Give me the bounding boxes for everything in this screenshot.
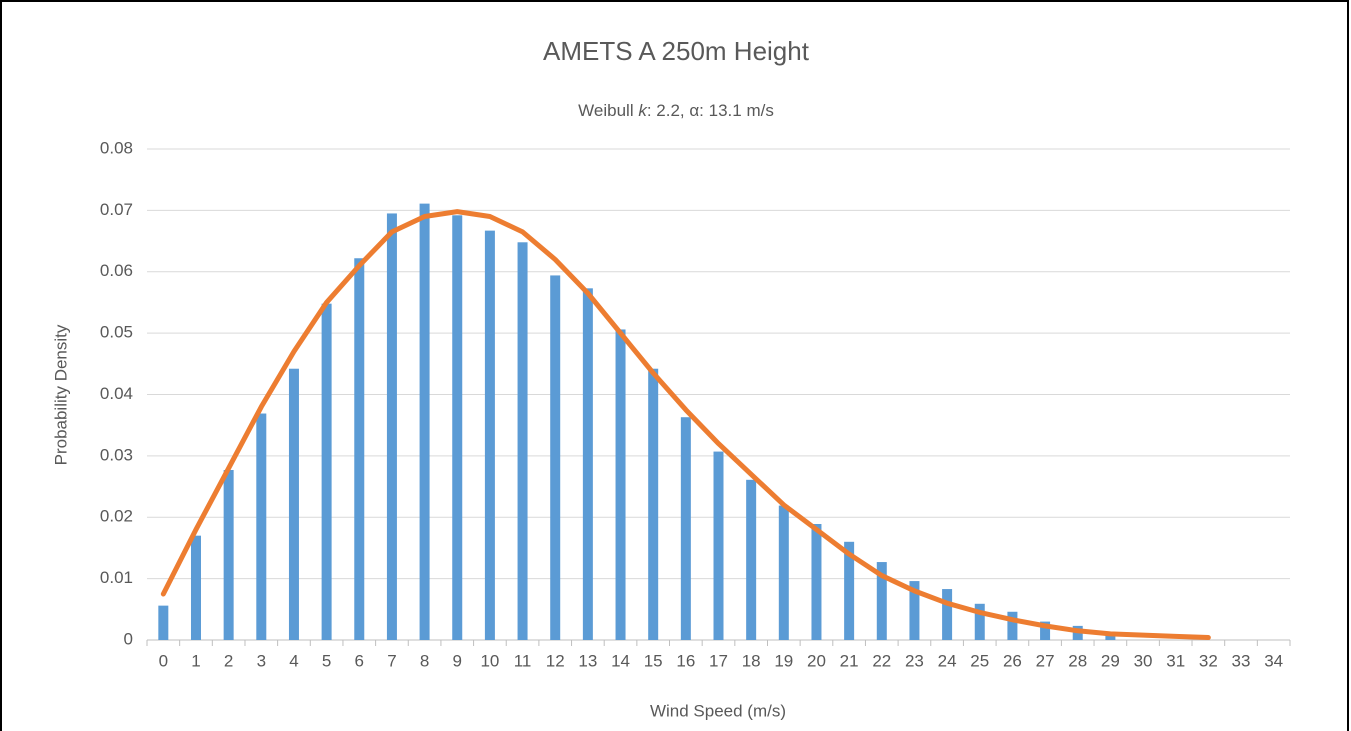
x-tick-label: 14 (611, 651, 630, 670)
bar (288, 368, 299, 640)
x-tick-label: 21 (840, 651, 859, 670)
bar (158, 605, 169, 640)
x-tick-label: 4 (289, 651, 298, 670)
chart-title: AMETS A 250m Height (543, 36, 810, 66)
subtitle-part: Weibull (578, 101, 638, 120)
bar (517, 242, 528, 641)
x-tick-label: 32 (1199, 651, 1218, 670)
bar (844, 541, 855, 640)
bar (876, 562, 887, 640)
bar (778, 505, 789, 640)
bar (550, 275, 561, 640)
x-tick-label: 15 (644, 651, 663, 670)
bar (190, 535, 201, 640)
bar (1040, 621, 1051, 640)
y-tick-label: 0 (124, 629, 133, 648)
bar (484, 230, 495, 640)
x-tick-label: 5 (322, 651, 331, 670)
x-tick-label: 24 (938, 651, 957, 670)
x-tick-label: 20 (807, 651, 826, 670)
bar (256, 413, 267, 640)
bar (1105, 633, 1116, 640)
bar (680, 417, 691, 640)
bar (321, 303, 332, 640)
x-tick-label: 34 (1264, 651, 1283, 670)
x-tick-label: 1 (191, 651, 200, 670)
x-tick-label: 22 (872, 651, 891, 670)
y-tick-label: 0.04 (100, 384, 133, 403)
x-tick-label: 27 (1036, 651, 1055, 670)
bar (811, 524, 822, 640)
x-tick-label: 8 (420, 651, 429, 670)
y-tick-label: 0.01 (100, 568, 133, 587)
bar (974, 603, 985, 640)
x-tick-label: 28 (1068, 651, 1087, 670)
bar (582, 288, 593, 640)
x-tick-label: 23 (905, 651, 924, 670)
bar (223, 469, 234, 640)
x-tick-label: 3 (257, 651, 266, 670)
y-tick-label: 0.07 (100, 200, 133, 219)
subtitle-part: : 2.2, α: 13.1 m/s (647, 101, 774, 120)
x-tick-label: 30 (1134, 651, 1153, 670)
x-tick-label: 33 (1232, 651, 1251, 670)
x-tick-label: 19 (774, 651, 793, 670)
y-tick-label: 0.08 (100, 138, 133, 157)
y-tick-label: 0.02 (100, 507, 133, 526)
bar (713, 451, 724, 640)
line (160, 209, 1211, 641)
x-tick-label: 29 (1101, 651, 1120, 670)
bar (746, 479, 757, 640)
chart-subtitle: Weibull k: 2.2, α: 13.1 m/s (578, 101, 774, 120)
y-axis-label: Probability Density (51, 324, 70, 465)
x-tick-label: 2 (224, 651, 233, 670)
x-tick-label: 7 (387, 651, 396, 670)
x-tick-label: 26 (1003, 651, 1022, 670)
y-tick-label: 0.06 (100, 261, 133, 280)
x-tick-label: 6 (355, 651, 364, 670)
x-tick-label: 13 (578, 651, 597, 670)
bar (909, 581, 920, 640)
bar (354, 258, 365, 640)
x-tick-label: 25 (970, 651, 989, 670)
x-tick-label: 17 (709, 651, 728, 670)
x-tick-label: 12 (546, 651, 565, 670)
bar (942, 589, 953, 640)
y-tick-label: 0.03 (100, 445, 133, 464)
bar (648, 368, 659, 640)
x-tick-label: 18 (742, 651, 761, 670)
bar (1007, 611, 1018, 640)
bar (419, 203, 430, 640)
x-tick-label: 16 (676, 651, 695, 670)
bar (452, 215, 463, 640)
x-tick-label: 9 (453, 651, 462, 670)
subtitle-part: k (638, 101, 648, 120)
y-tick-label: 0.05 (100, 323, 133, 342)
x-tick-label: 0 (159, 651, 168, 670)
bar (386, 213, 397, 640)
x-axis-label: Wind Speed (m/s) (650, 701, 786, 720)
x-tick-label: 11 (514, 651, 532, 670)
x-tick-label: 10 (480, 651, 499, 670)
x-tick-label: 31 (1166, 651, 1185, 670)
bar (615, 329, 626, 640)
